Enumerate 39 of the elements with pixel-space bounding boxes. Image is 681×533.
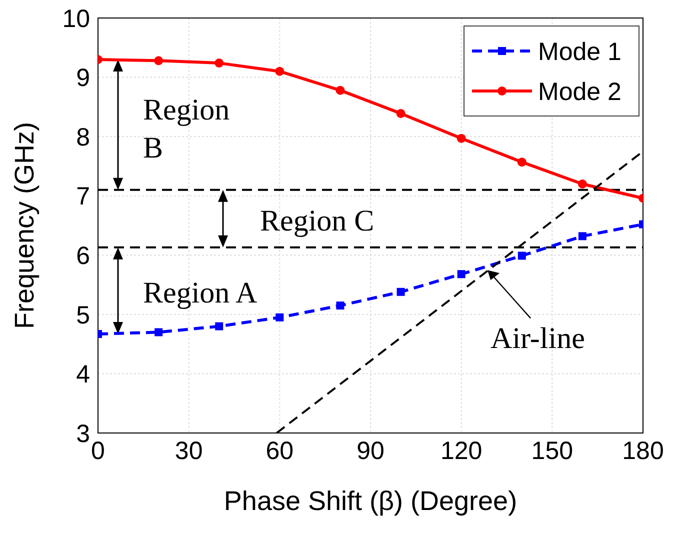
point bbox=[518, 252, 526, 260]
y-tick-label: 5 bbox=[76, 301, 90, 330]
y-tick-label: 4 bbox=[76, 360, 90, 389]
y-tick-label: 7 bbox=[76, 182, 90, 211]
y-tick-label: 6 bbox=[76, 242, 90, 270]
point bbox=[578, 180, 587, 188]
x-tick-label: 60 bbox=[266, 436, 294, 465]
x-tick-label: 30 bbox=[174, 436, 203, 465]
annotation: Region A bbox=[143, 276, 258, 310]
point bbox=[336, 302, 344, 310]
x-tick-label: 0 bbox=[91, 436, 105, 465]
point bbox=[457, 270, 466, 278]
legend-label: Mode 2 bbox=[538, 78, 622, 106]
point bbox=[275, 66, 284, 76]
point bbox=[154, 56, 164, 66]
y-axis-title: Frequency (GHz) bbox=[10, 122, 40, 330]
point bbox=[517, 158, 526, 167]
y-tick-label: 3 bbox=[76, 420, 90, 448]
y-tick-label: 9 bbox=[76, 64, 90, 92]
point bbox=[396, 288, 405, 296]
point bbox=[214, 58, 224, 68]
point bbox=[276, 313, 284, 322]
y-tick-label: 8 bbox=[76, 123, 90, 152]
point bbox=[154, 328, 163, 336]
x-tick-label: 180 bbox=[622, 436, 664, 465]
legend-label: Mode 1 bbox=[538, 38, 622, 66]
annotation: Region C bbox=[260, 204, 374, 238]
annotation: Region B bbox=[143, 94, 230, 165]
y-tick-label: 10 bbox=[62, 4, 90, 33]
point bbox=[336, 86, 345, 95]
x-tick-label: 120 bbox=[440, 436, 482, 465]
x-axis-title: Phase Shift (β) (Degree) bbox=[224, 486, 518, 516]
annotation: Air-line bbox=[490, 322, 585, 356]
point bbox=[456, 134, 466, 143]
point bbox=[578, 232, 586, 240]
point bbox=[396, 108, 406, 118]
x-tick-label: 90 bbox=[356, 436, 384, 465]
point bbox=[215, 322, 224, 330]
x-tick-label: 150 bbox=[531, 436, 574, 465]
